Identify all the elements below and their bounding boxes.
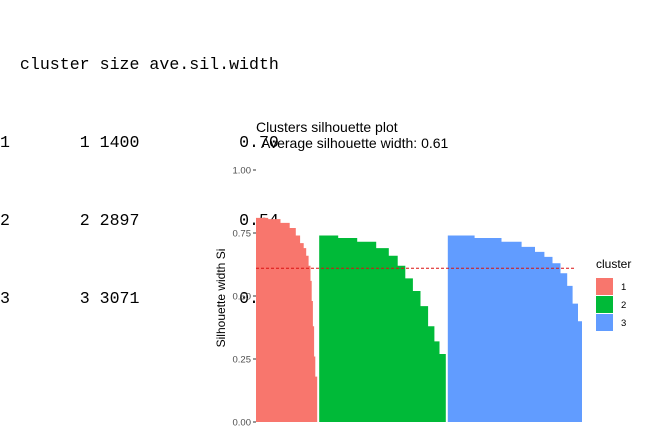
size-cell: 1400 (99, 133, 140, 152)
legend-key-1 (596, 278, 613, 295)
cluster-3-bars (447, 235, 582, 422)
size-cell: 2897 (99, 211, 140, 230)
row-name: 1 (0, 133, 10, 152)
y-tick-label: 0.00 (233, 418, 252, 429)
ave-sil-width-cell: 0.70 (239, 133, 279, 152)
legend-title: cluster (596, 257, 631, 271)
row-name: 2 (0, 211, 10, 230)
y-axis: 0.00 0.25 0.50 0.75 1.00 (233, 166, 256, 429)
column-header-ave-sil-width: ave.sil.width (149, 55, 279, 74)
cluster-cell: 3 (79, 289, 90, 308)
y-tick-label: 0.50 (233, 292, 252, 303)
table-row: 1 1 1400 0.70 (0, 130, 279, 156)
chart-title: Clusters silhouette plot (256, 119, 398, 135)
cluster-2-bars (319, 235, 446, 422)
chart-subtitle: Average silhouette width: 0.61 (261, 135, 449, 151)
silhouette-bars (256, 217, 582, 422)
column-header-size: size (99, 55, 140, 74)
cluster-1-bars (256, 217, 318, 422)
legend-label-1: 1 (621, 282, 626, 293)
legend-label-3: 3 (621, 318, 626, 329)
legend-key-3 (596, 314, 613, 331)
y-tick-label: 0.25 (233, 355, 252, 366)
legend: cluster 1 2 3 (596, 257, 631, 331)
y-tick-label: 1.00 (233, 166, 252, 177)
legend-key-2 (596, 296, 613, 313)
column-header-cluster: cluster (19, 55, 90, 74)
table-header-row: cluster size ave.sil.width (0, 52, 279, 78)
size-cell: 3071 (99, 289, 140, 308)
row-name: 3 (0, 289, 10, 308)
legend-label-2: 2 (621, 300, 626, 311)
cluster-cell: 2 (79, 211, 90, 230)
cluster-cell: 1 (79, 133, 90, 152)
y-axis-label: Silhouette width Si (214, 249, 228, 348)
y-tick-label: 0.75 (233, 229, 252, 240)
